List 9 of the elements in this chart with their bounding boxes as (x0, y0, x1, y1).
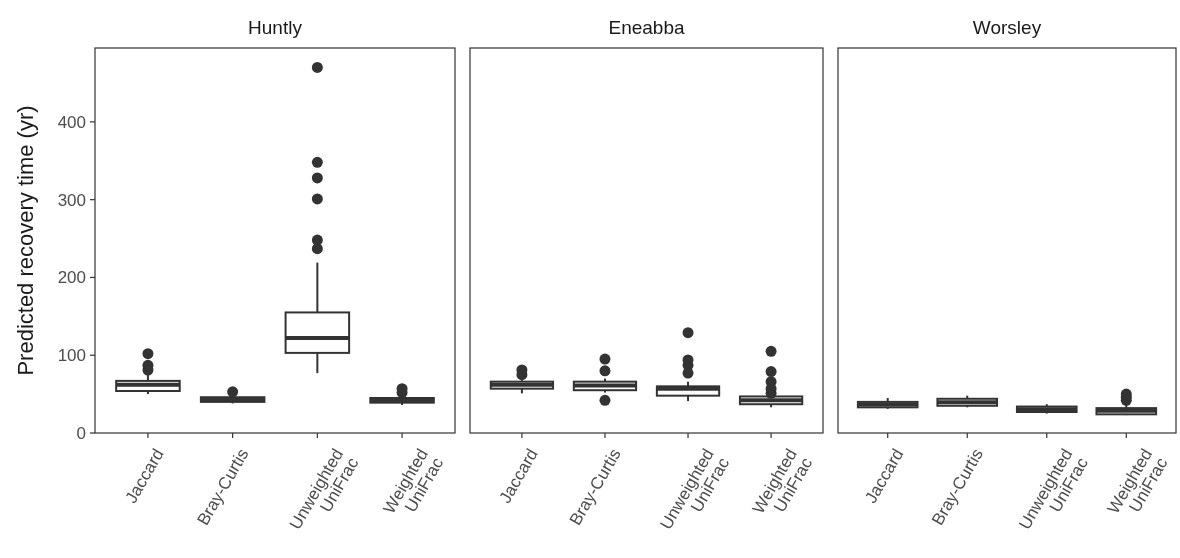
chart-title: Huntly (248, 17, 303, 38)
y-tick-label: 300 (57, 190, 86, 210)
y-tick-label: 0 (76, 423, 86, 443)
y-tick-label: 400 (57, 112, 86, 132)
y-tick-label: 100 (57, 346, 86, 366)
y-axis-title: Predicted recovery time (yr) (13, 105, 38, 376)
y-tick-label: 200 (57, 268, 86, 288)
chart-title: Worsley (972, 17, 1042, 38)
chart-title: Eneabba (608, 17, 685, 38)
